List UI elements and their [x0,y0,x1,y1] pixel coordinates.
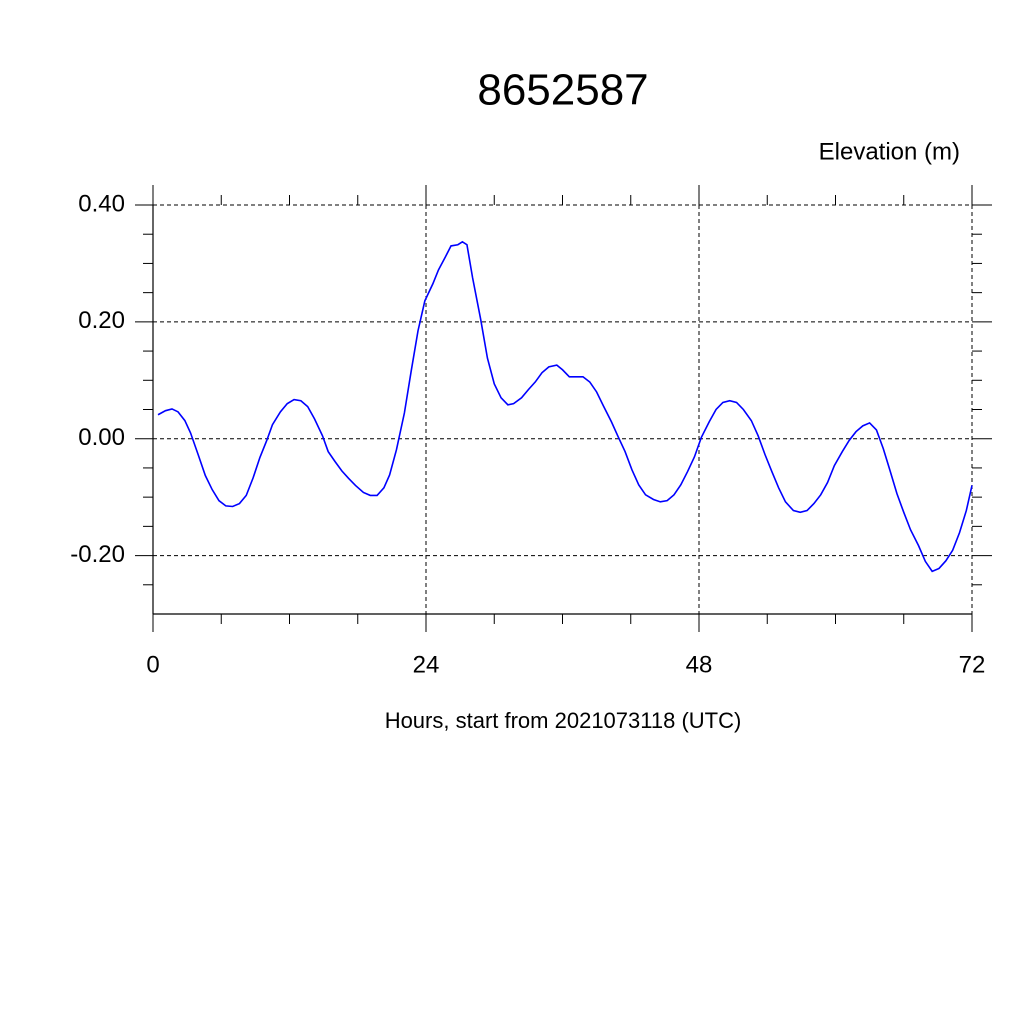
y-tick-label: -0.20 [70,541,125,568]
y-tick-label: 0.20 [78,307,125,334]
y-tick-label: 0.00 [78,424,125,451]
line [157,240,973,573]
chart-title: 8652587 [477,66,648,115]
x-axis-label: Hours, start from 2021073118 (UTC) [385,708,742,733]
x-tick-label: 0 [146,651,159,678]
x-tick-label: 72 [959,651,986,678]
x-tick-label: 48 [686,651,713,678]
x-tick-label: 24 [413,651,440,678]
y-tick-label: 0.40 [78,190,125,217]
y-axis-label: Elevation (m) [819,138,960,165]
